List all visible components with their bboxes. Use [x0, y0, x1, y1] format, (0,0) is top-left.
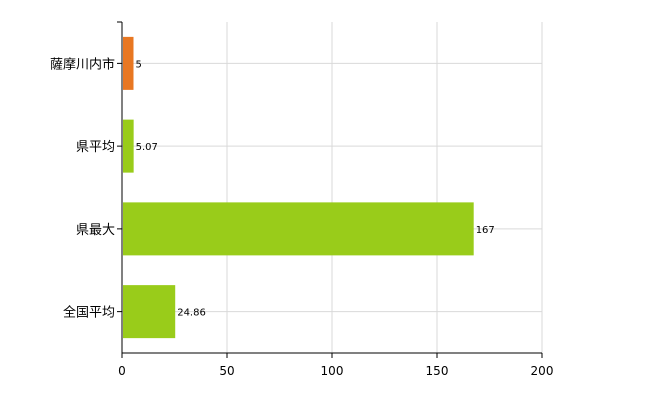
gridlines: [122, 22, 543, 353]
x-tick-label: 0: [118, 364, 126, 378]
category-label: 県最大: [76, 223, 115, 238]
bar: [123, 119, 134, 173]
x-tick-label: 200: [531, 364, 554, 378]
value-label: 167: [476, 225, 495, 236]
x-tick-label: 50: [219, 364, 234, 378]
category-label: 県平均: [76, 140, 115, 155]
bars: [123, 36, 474, 339]
category-label: 全国平均: [63, 305, 115, 321]
bar: [123, 36, 134, 90]
value-label: 5: [136, 59, 142, 70]
bar: [123, 285, 176, 339]
labels: 0 50 100 150 200 5 薩摩川内市 5.07 県平均 167 県最大 24.86 全国平均: [50, 56, 553, 378]
value-label: 24.86: [177, 308, 206, 319]
x-tick-label: 100: [321, 364, 344, 378]
category-label: 薩摩川内市: [50, 56, 115, 72]
bar: [123, 202, 474, 256]
axes: [117, 21, 543, 358]
x-tick-label: 150: [426, 364, 449, 378]
value-label: 5.07: [136, 142, 158, 153]
